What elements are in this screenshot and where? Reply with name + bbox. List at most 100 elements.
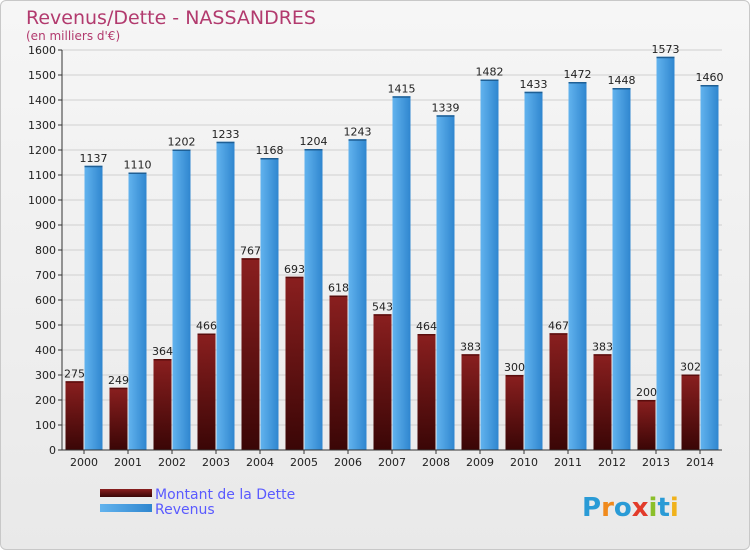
bar-debt xyxy=(153,359,172,450)
data-label-debt: 300 xyxy=(504,361,525,374)
data-label-debt: 618 xyxy=(328,282,349,295)
bar-top-edge xyxy=(417,334,436,336)
bar-revenus xyxy=(84,165,103,450)
data-label-revenus: 1433 xyxy=(520,78,548,91)
x-axis-ticks: 2000 2001 2002 2003 2004 2005 2006 2007 2008 2009… xyxy=(70,450,714,469)
data-label-debt: 200 xyxy=(636,386,657,399)
bars xyxy=(65,56,719,450)
x-tick-label: 2011 xyxy=(554,456,582,469)
bar-top-edge xyxy=(197,333,216,335)
data-label-revenus: 1202 xyxy=(168,136,196,149)
data-label-debt: 383 xyxy=(592,340,613,353)
data-label-revenus: 1204 xyxy=(300,135,328,148)
bar-top-edge xyxy=(568,82,587,84)
legend-swatch-revenus xyxy=(100,504,152,512)
bar-revenus xyxy=(216,141,235,450)
bar-top-edge xyxy=(593,354,612,356)
bar-debt xyxy=(549,333,568,450)
legend-swatch-debt xyxy=(100,489,152,497)
x-tick-label: 2001 xyxy=(114,456,142,469)
data-label-debt: 364 xyxy=(152,345,173,358)
x-tick-label: 2006 xyxy=(334,456,362,469)
bar-revenus xyxy=(612,88,631,450)
y-tick-label: 1200 xyxy=(28,144,56,157)
data-label-revenus: 1415 xyxy=(388,82,416,95)
data-label-debt: 693 xyxy=(284,263,305,276)
bar-revenus xyxy=(568,82,587,450)
bar-revenus xyxy=(128,172,147,450)
bar-debt xyxy=(197,333,216,450)
bar-debt xyxy=(681,374,700,450)
bar-top-edge xyxy=(549,333,568,335)
bar-revenus xyxy=(260,158,279,450)
bar-revenus xyxy=(436,115,455,450)
bar-top-edge xyxy=(637,400,656,402)
data-label-debt: 302 xyxy=(680,361,701,374)
bar-top-edge xyxy=(216,141,235,144)
x-tick-label: 2014 xyxy=(686,456,714,469)
bar-top-edge xyxy=(524,91,543,94)
bar-top-edge xyxy=(348,139,367,141)
bar-top-edge xyxy=(505,375,524,377)
bar-revenus xyxy=(524,91,543,450)
y-tick-label: 1100 xyxy=(28,169,56,182)
y-tick-label: 400 xyxy=(35,344,56,357)
bar-top-edge xyxy=(681,374,700,376)
bar-top-edge xyxy=(153,359,172,361)
y-tick-label: 700 xyxy=(35,269,56,282)
bar-debt xyxy=(285,276,304,450)
bar-top-edge xyxy=(260,158,279,160)
data-label-debt: 466 xyxy=(196,320,217,333)
data-label-revenus: 1339 xyxy=(432,101,460,114)
x-tick-label: 2005 xyxy=(290,456,318,469)
bar-top-edge xyxy=(84,165,103,168)
y-tick-label: 1000 xyxy=(28,194,56,207)
y-tick-label: 1500 xyxy=(28,69,56,82)
y-tick-label: 100 xyxy=(35,419,56,432)
bar-debt xyxy=(637,400,656,450)
data-label-revenus: 1448 xyxy=(608,74,636,87)
grid-lines xyxy=(62,49,722,426)
chart-title: Revenus/Dette - NASSANDRES xyxy=(26,7,316,29)
data-label-revenus: 1573 xyxy=(652,43,680,56)
data-label-debt: 383 xyxy=(460,340,481,353)
bar-top-edge xyxy=(392,96,411,98)
bar-top-edge xyxy=(656,56,675,59)
legend: Montant de la Dette Revenus xyxy=(100,487,295,518)
bar-debt xyxy=(109,387,128,450)
bar-revenus xyxy=(392,96,411,450)
data-label-revenus: 1243 xyxy=(344,125,372,138)
bar-debt xyxy=(329,295,348,450)
x-tick-label: 2012 xyxy=(598,456,626,469)
data-label-revenus: 1233 xyxy=(212,128,240,141)
bar-top-edge xyxy=(612,88,631,90)
bar-debt xyxy=(505,375,524,450)
y-tick-label: 200 xyxy=(35,394,56,407)
y-tick-label: 0 xyxy=(49,444,56,457)
legend-label-revenus: Revenus xyxy=(155,502,215,518)
data-label-debt: 467 xyxy=(548,319,569,332)
chart-subtitle: (en milliers d'€) xyxy=(26,29,120,43)
x-tick-label: 2000 xyxy=(70,456,98,469)
bar-top-edge xyxy=(172,149,191,151)
y-tick-label: 900 xyxy=(35,219,56,232)
bar-debt xyxy=(65,381,84,450)
bar-top-edge xyxy=(436,115,455,117)
bar-revenus xyxy=(700,85,719,450)
bar-top-edge xyxy=(128,172,147,174)
x-tick-label: 2007 xyxy=(378,456,406,469)
y-tick-label: 1600 xyxy=(28,44,56,57)
data-label-revenus: 1482 xyxy=(476,66,504,79)
bar-debt xyxy=(417,334,436,450)
bar-top-edge xyxy=(373,314,392,316)
x-tick-label: 2003 xyxy=(202,456,230,469)
x-tick-label: 2008 xyxy=(422,456,450,469)
legend-label-debt: Montant de la Dette xyxy=(155,487,295,503)
bar-debt xyxy=(373,314,392,450)
bar-top-edge xyxy=(285,276,304,279)
x-tick-label: 2002 xyxy=(158,456,186,469)
data-label-revenus: 1110 xyxy=(124,159,152,172)
bar-top-edge xyxy=(461,354,480,356)
data-label-revenus: 1460 xyxy=(696,71,724,84)
